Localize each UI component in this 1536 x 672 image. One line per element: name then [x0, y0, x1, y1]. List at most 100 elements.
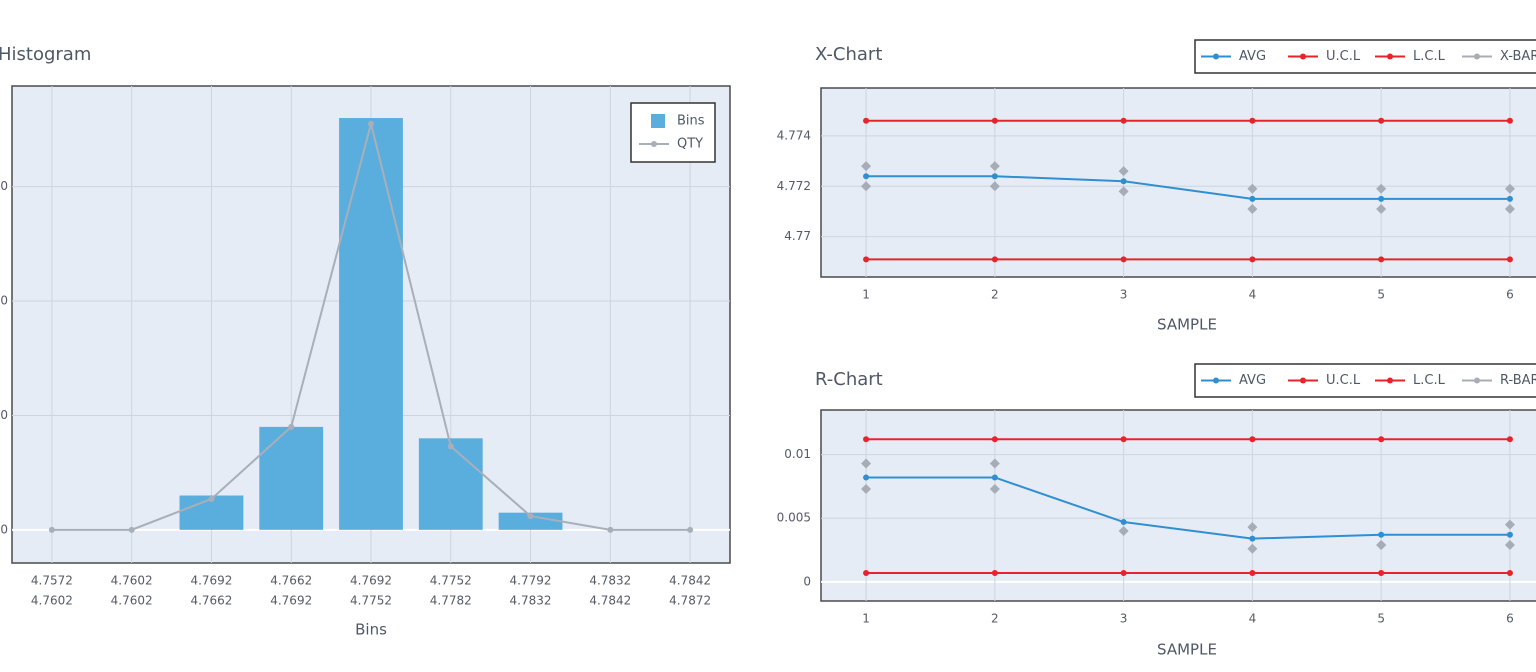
- x-tick-label: 4: [1249, 612, 1257, 626]
- series-marker: [1120, 519, 1127, 526]
- series-marker: [863, 117, 870, 124]
- series-marker: [863, 256, 870, 263]
- x-tick-label: 4.7662: [270, 574, 312, 588]
- y-tick-label: 0.01: [784, 447, 811, 461]
- x-tick-label: 1: [862, 288, 870, 302]
- qty-marker: [48, 526, 55, 533]
- point-marker: [861, 458, 872, 469]
- plot-area: [820, 87, 1536, 278]
- point-marker: [1504, 183, 1515, 194]
- qty-marker: [208, 495, 215, 502]
- point-marker: [1118, 186, 1129, 197]
- qty-marker: [527, 513, 534, 520]
- legend-label: AVG: [1239, 373, 1266, 388]
- legend-label: QTY: [677, 137, 703, 152]
- series-marker: [1378, 195, 1385, 202]
- point-marker: [989, 161, 1000, 172]
- point-marker: [1376, 203, 1387, 214]
- legend-swatch-marker: [1300, 377, 1306, 384]
- x-tick-label: 4.7752: [350, 594, 392, 608]
- series-marker: [1120, 569, 1127, 576]
- x-tick-label: 4.7752: [430, 574, 472, 588]
- qty-marker: [288, 423, 295, 430]
- series-marker: [1120, 117, 1127, 124]
- point-marker: [1376, 539, 1387, 550]
- bar: [418, 438, 483, 530]
- legend-swatch-marker: [1300, 53, 1306, 60]
- point-marker: [1376, 183, 1387, 194]
- point-marker: [1247, 183, 1258, 194]
- qty-marker: [607, 526, 614, 533]
- x-tick-label: 4.7832: [510, 594, 552, 608]
- bar: [259, 426, 324, 530]
- series-marker: [1378, 256, 1385, 263]
- legend-label: Bins: [677, 114, 705, 129]
- y-tick-label: 10: [0, 408, 8, 422]
- series-marker: [991, 117, 998, 124]
- point-marker: [861, 161, 872, 172]
- x-tick-label: 4.7602: [111, 594, 153, 608]
- chart-title: R-Chart: [815, 369, 883, 390]
- series-line: [866, 476, 1510, 540]
- legend-label: L.C.L: [1413, 373, 1446, 388]
- y-tick-label: 0: [0, 522, 8, 536]
- x-tick-label: 4.7872: [669, 594, 711, 608]
- point-marker: [861, 181, 872, 192]
- x-tick-label: 2: [991, 612, 999, 626]
- series-marker: [1378, 436, 1385, 443]
- series-marker: [1120, 436, 1127, 443]
- legend-label: U.C.L: [1326, 49, 1361, 64]
- legend-box: [630, 102, 716, 163]
- x-axis-title: Bins: [355, 621, 387, 639]
- legend-label: U.C.L: [1326, 373, 1361, 388]
- chart-title: X-Chart: [815, 44, 882, 65]
- point-marker: [1118, 525, 1129, 536]
- series-marker: [991, 256, 998, 263]
- x-tick-label: 4.7692: [270, 594, 312, 608]
- qty-marker: [368, 120, 374, 127]
- legend-swatch-marker: [1387, 377, 1393, 384]
- x-tick-label: 3: [1120, 612, 1128, 626]
- x-tick-label: 4.7572: [31, 574, 73, 588]
- series-marker: [1506, 436, 1513, 443]
- legend-label: X-BAR: [1500, 49, 1536, 64]
- series-marker: [1506, 195, 1513, 202]
- series-marker: [1378, 569, 1385, 576]
- y-tick-label: 4.772: [777, 179, 811, 193]
- y-tick-label: 4.77: [784, 229, 811, 243]
- series-marker: [1249, 436, 1256, 443]
- point-marker: [989, 483, 1000, 494]
- series-marker: [991, 436, 998, 443]
- series-marker: [1249, 256, 1256, 263]
- y-tick-label: 4.774: [777, 128, 811, 142]
- y-tick-label: 20: [0, 294, 8, 308]
- point-marker: [1247, 543, 1258, 554]
- legend-swatch: [651, 114, 665, 128]
- series-marker: [1378, 531, 1385, 538]
- legend-swatch-marker: [1213, 53, 1219, 60]
- x-tick-label: 4.7602: [111, 574, 153, 588]
- bar: [498, 512, 563, 530]
- series-marker: [991, 173, 998, 180]
- x-tick-label: 5: [1377, 612, 1385, 626]
- series-marker: [1506, 256, 1513, 263]
- x-tick-label: 2: [991, 288, 999, 302]
- x-tick-label: 4.7602: [31, 594, 73, 608]
- y-tick-label: 0.005: [777, 511, 811, 525]
- series-marker: [1506, 117, 1513, 124]
- series-marker: [1506, 531, 1513, 538]
- x-tick-label: 4.7792: [510, 574, 552, 588]
- series-marker: [1249, 195, 1256, 202]
- point-marker: [989, 181, 1000, 192]
- qty-marker: [447, 443, 454, 450]
- x-tick-label: 4.7842: [589, 594, 631, 608]
- series-marker: [1249, 569, 1256, 576]
- series-marker: [991, 474, 998, 481]
- y-tick-label: 0: [803, 574, 811, 588]
- legend-swatch-marker: [1474, 377, 1480, 384]
- legend-label: AVG: [1239, 49, 1266, 64]
- qty-marker: [687, 526, 694, 533]
- series-marker: [1120, 178, 1127, 185]
- legend-label: R-BAR: [1500, 373, 1536, 388]
- x-tick-label: 5: [1377, 288, 1385, 302]
